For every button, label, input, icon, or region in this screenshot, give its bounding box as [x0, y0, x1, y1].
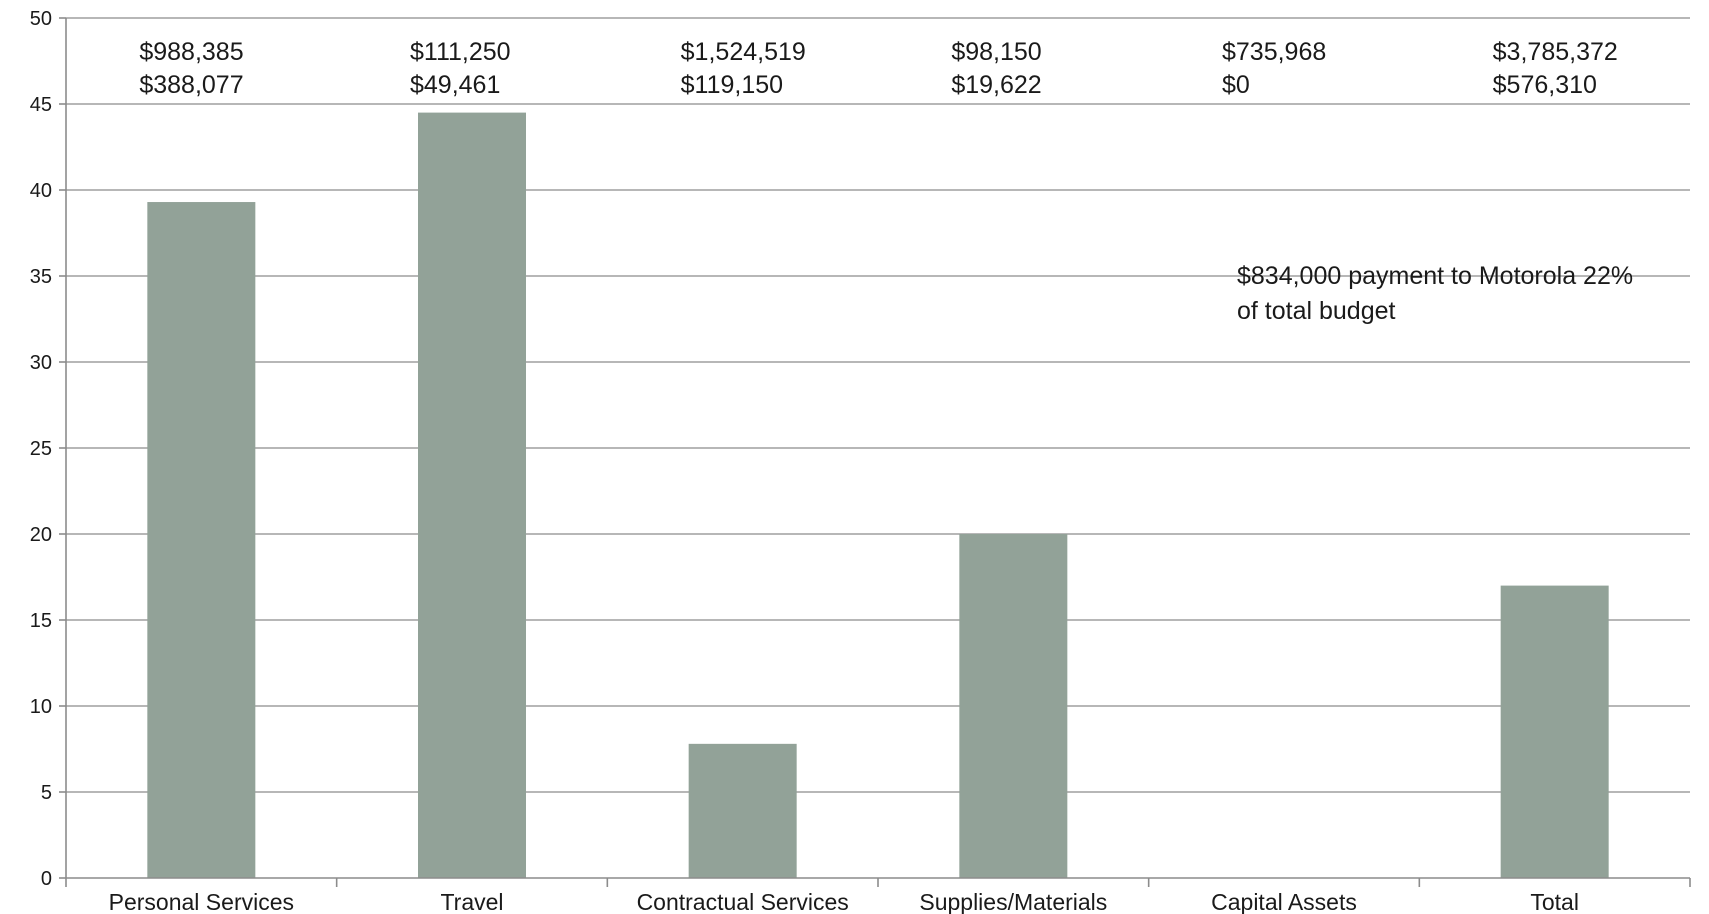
y-tick-label: 45 [30, 94, 52, 116]
amount-label-bottom: $388,077 [139, 71, 243, 99]
annotation: $834,000 payment to Motorola 22% of tota… [1237, 262, 1633, 325]
bar-3 [959, 534, 1068, 878]
axes [59, 17, 1691, 887]
x-category-label: Travel [440, 889, 503, 914]
bar-0 [147, 202, 256, 879]
y-tick-label: 35 [30, 266, 52, 288]
amount-label-top: $1,524,519 [681, 38, 806, 66]
gridlines [66, 17, 1690, 793]
amount-label-bottom: $19,622 [951, 71, 1041, 99]
y-tick-label: 50 [30, 8, 52, 30]
amount-label-top: $735,968 [1222, 38, 1326, 66]
bar-1 [418, 112, 526, 879]
y-tick-label: 15 [30, 610, 52, 632]
amount-label-bottom: $0 [1222, 71, 1250, 99]
amount-label-top: $111,250 [410, 38, 511, 66]
y-tick-label: 5 [41, 782, 52, 804]
amount-labels: $988,385 $388,077 $111,250 $49,461 $1,524,51… [139, 38, 1617, 99]
bar-2 [688, 743, 797, 878]
y-tick-label: 0 [41, 868, 52, 890]
y-tick-label: 10 [30, 696, 52, 718]
x-category-label: Contractual Services [637, 889, 849, 914]
x-category-label: Capital Assets [1211, 889, 1357, 914]
annotation-line-2: of total budget [1237, 297, 1396, 325]
amount-label-bottom: $49,461 [410, 71, 500, 99]
amount-label-top: $98,150 [951, 38, 1041, 66]
x-category-label: Total [1530, 889, 1579, 914]
amount-label-top: $3,785,372 [1493, 38, 1618, 66]
annotation-line-1: $834,000 payment to Motorola 22% [1237, 262, 1633, 290]
amount-label-top: $988,385 [139, 38, 243, 66]
x-category-label: Personal Services [109, 889, 294, 914]
amount-label-bottom: $576,310 [1493, 71, 1597, 99]
x-category-label: Supplies/Materials [919, 889, 1107, 914]
bar-5 [1500, 585, 1609, 878]
bars [147, 112, 1609, 879]
y-tick-label: 30 [30, 352, 52, 374]
amount-label-bottom: $119,150 [681, 71, 783, 99]
y-axis-tick-labels: 0 5 10 15 20 25 30 35 40 45 50 [30, 8, 52, 890]
y-tick-label: 25 [30, 438, 52, 460]
x-axis-category-labels: Personal Services Travel Contractual Servi… [109, 889, 1579, 914]
y-tick-label: 20 [30, 524, 52, 546]
y-tick-label: 40 [30, 180, 52, 202]
